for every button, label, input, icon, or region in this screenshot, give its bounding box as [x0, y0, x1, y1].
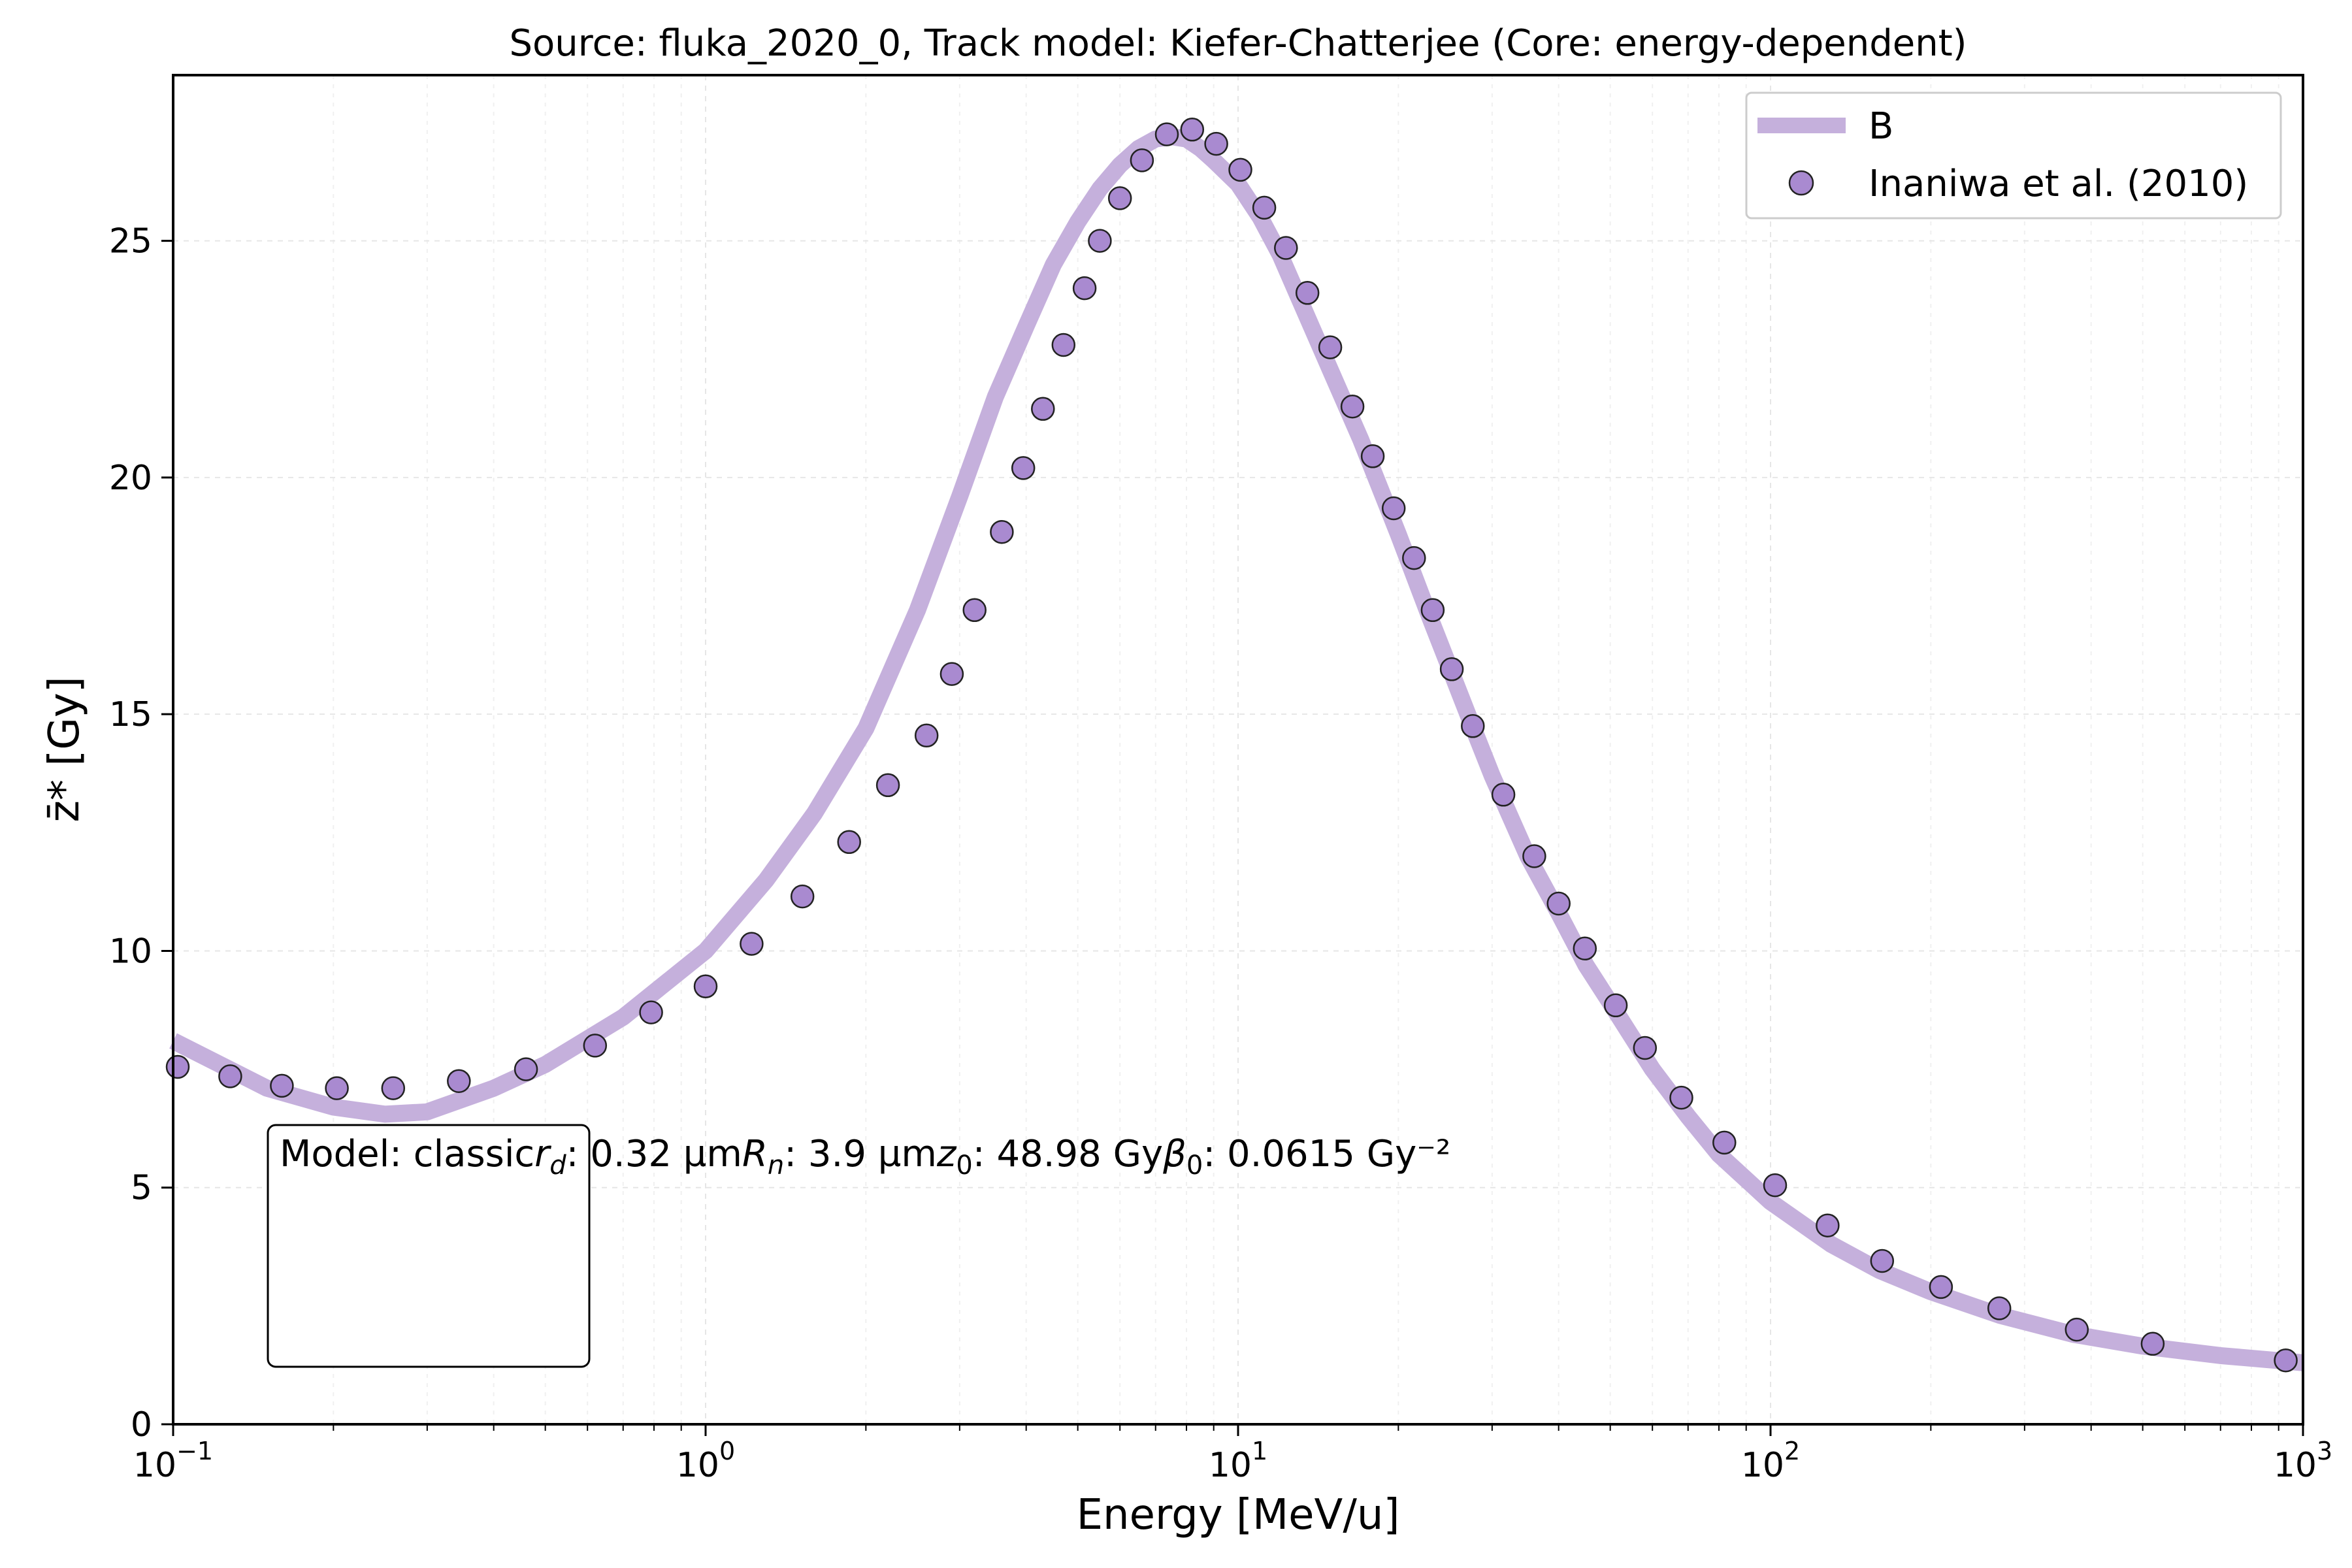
- data-point: [1461, 714, 1485, 738]
- data-point: [1088, 229, 1112, 253]
- info-box-text: Model: classicrd: 0.32 µmRn: 3.9 µmz0: 4…: [280, 1133, 1450, 1181]
- info-box-frame: [267, 1124, 591, 1368]
- data-point: [1204, 131, 1228, 156]
- legend-box: [1745, 91, 2282, 220]
- legend: B Inaniwa et al. (2010): [1745, 91, 2282, 220]
- data-point: [1274, 236, 1298, 260]
- data-point: [1031, 397, 1055, 421]
- data-point: [962, 598, 987, 623]
- data-point: [1340, 394, 1365, 419]
- data-point: [837, 830, 861, 855]
- data-point: [914, 723, 939, 748]
- data-point: [1252, 195, 1277, 220]
- data-point: [1816, 1213, 1840, 1237]
- data-point: [447, 1069, 471, 1093]
- x-tick-label: 103: [2274, 1437, 2332, 1485]
- series-b-line-group: [169, 128, 2304, 1371]
- data-point: [1439, 657, 1464, 681]
- y-tick-label: 20: [109, 459, 152, 498]
- data-point: [1763, 1173, 1788, 1198]
- data-point: [2140, 1331, 2165, 1356]
- data-point: [583, 1034, 608, 1058]
- x-tick-label: 102: [1741, 1437, 1800, 1485]
- x-tick-label: 100: [676, 1437, 735, 1485]
- data-point: [875, 773, 900, 798]
- data-point: [1051, 333, 1076, 357]
- data-point: [1011, 456, 1036, 480]
- data-point: [1130, 148, 1154, 172]
- data-point: [1318, 335, 1343, 359]
- data-point: [1402, 546, 1426, 570]
- data-point: [1573, 936, 1597, 961]
- data-point: [1870, 1249, 1895, 1273]
- data-point: [1295, 281, 1320, 305]
- y-tick-label: 0: [131, 1405, 152, 1445]
- chart-title: Source: fluka_2020_0, Track model: Kiefe…: [509, 22, 1967, 65]
- y-tick-label: 5: [131, 1169, 152, 1208]
- axis-ticks: 10−1 100 101 102 103 0 5 10 15 20 25: [109, 222, 2332, 1485]
- data-point: [1072, 276, 1097, 301]
- data-point: [1669, 1085, 1693, 1110]
- model-info-box: Model: classicrd: 0.32 µmRn: 3.9 µmz0: 4…: [267, 1124, 1450, 1368]
- y-tick-label: 15: [109, 695, 152, 734]
- data-point: [939, 662, 964, 686]
- data-point: [1929, 1275, 1953, 1299]
- data-point: [1546, 891, 1571, 916]
- y-axis-label: z̄* [Gy]: [41, 676, 89, 822]
- data-point: [1987, 1296, 2012, 1320]
- data-point: [1381, 496, 1406, 521]
- data-point: [1420, 598, 1445, 623]
- data-point: [514, 1057, 538, 1081]
- data-point: [218, 1064, 242, 1088]
- data-point: [1228, 157, 1252, 182]
- data-point: [270, 1073, 294, 1098]
- legend-label-inaniwa: Inaniwa et al. (2010): [1869, 163, 2248, 205]
- x-tick-label: 10−1: [133, 1437, 213, 1485]
- data-point: [1712, 1130, 1737, 1155]
- data-point: [639, 1000, 663, 1024]
- data-point: [740, 932, 764, 956]
- data-point: [1154, 122, 1179, 146]
- data-point: [1360, 444, 1385, 468]
- data-point: [1603, 993, 1628, 1018]
- legend-label-b: B: [1869, 105, 1893, 148]
- series-inaniwa-markers-group: [165, 118, 2298, 1373]
- data-point: [1180, 118, 1205, 142]
- data-point: [990, 519, 1014, 544]
- data-point: [2065, 1317, 2089, 1342]
- data-point: [1522, 844, 1546, 868]
- data-point: [381, 1076, 406, 1100]
- legend-marker-swatch: [1788, 170, 1814, 196]
- data-point: [325, 1076, 349, 1100]
- series-b-line: [169, 128, 2304, 1371]
- y-tick-label: 25: [109, 222, 152, 261]
- data-point: [2274, 1348, 2298, 1373]
- data-point: [693, 974, 718, 999]
- data-point: [1107, 186, 1132, 210]
- y-tick-label: 10: [109, 932, 152, 971]
- data-point: [1491, 783, 1516, 807]
- data-point: [790, 884, 815, 909]
- x-tick-label: 101: [1209, 1437, 1267, 1485]
- x-axis-label: Energy [MeV/u]: [1077, 1491, 1400, 1539]
- data-point: [165, 1054, 190, 1079]
- data-point: [1633, 1036, 1658, 1060]
